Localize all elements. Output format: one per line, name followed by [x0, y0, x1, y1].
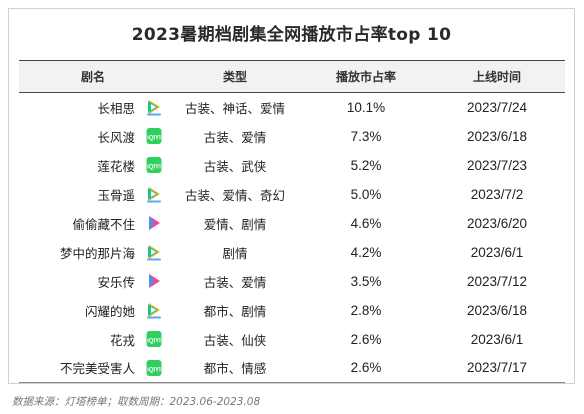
iqiyi-icon: iQIYI	[146, 156, 162, 174]
iqiyi-icon: iQIYI	[146, 330, 162, 348]
play-share: 10.1%	[346, 99, 386, 115]
table-row: 长相思 古装、神话、爱情 10.1% 2023/7/24	[19, 93, 565, 122]
release-date: 2023/6/1	[470, 331, 524, 347]
table-row: 莲花楼 iQIYI 古装、武侠 5.2% 2023/7/23	[19, 151, 565, 180]
drama-name: 长风渡	[97, 129, 135, 145]
iqiyi-icon: iQIYI	[146, 359, 162, 377]
play-share: 2.8%	[350, 302, 382, 318]
svg-text:iQIYI: iQIYI	[147, 367, 161, 373]
table-row: 不完美受害人 iQIYI 都市、情感 2.6% 2023/7/17	[19, 353, 566, 383]
drama-genre: 古装、爱情、奇幻	[185, 187, 286, 203]
data-source-note: 数据来源：灯塔榜单；取数周期：2023.06-2023.08	[12, 396, 261, 408]
chart-frame: 2023暑期档剧集全网播放市占率top 10 剧名 类型 播放市占率 上线时间 …	[8, 8, 575, 384]
release-date: 2023/7/23	[466, 157, 528, 173]
tencent-video-icon	[146, 243, 162, 261]
release-date: 2023/7/17	[429, 353, 566, 383]
release-date: 2023/7/24	[466, 99, 528, 115]
ranking-table: 剧名 类型 播放市占率 上线时间 长相思 古装、神话、爱情 10.1% 2023/7/…	[19, 60, 566, 383]
drama-genre: 剧情	[222, 245, 248, 261]
table-row: 闪耀的她 都市、剧情 2.8% 2023/6/18	[19, 296, 565, 325]
drama-name: 玉骨遥	[97, 187, 135, 203]
svg-text:iQIYI: iQIYI	[147, 135, 161, 141]
header-genre: 类型	[167, 60, 304, 93]
play-share: 7.3%	[350, 128, 382, 144]
youku-icon	[146, 214, 162, 232]
svg-text:iQIYI: iQIYI	[147, 164, 161, 170]
play-share: 2.6%	[350, 331, 382, 347]
table-body: 长相思 古装、神话、爱情 10.1% 2023/7/24 长风渡 iQIYI 古装、爱情 7.…	[19, 93, 566, 383]
table-row: 花戎 iQIYI 古装、仙侠 2.6% 2023/6/1	[19, 325, 565, 354]
drama-genre: 都市、情感	[167, 353, 304, 383]
drama-genre: 爱情、剧情	[203, 216, 267, 232]
header-name: 剧名	[19, 60, 168, 93]
release-date: 2023/7/2	[470, 186, 524, 202]
drama-name: 偷偷藏不住	[72, 216, 135, 232]
play-share: 2.6%	[303, 353, 430, 383]
tencent-video-icon	[146, 98, 162, 116]
table-row: 长风渡 iQIYI 古装、爱情 7.3% 2023/6/18	[19, 122, 565, 151]
header-share: 播放市占率	[303, 60, 430, 93]
play-share: 3.5%	[350, 273, 382, 289]
play-share: 5.2%	[350, 157, 382, 173]
table-header-row: 剧名 类型 播放市占率 上线时间	[19, 60, 566, 93]
table-row: 玉骨遥 古装、爱情、奇幻 5.0% 2023/7/2	[19, 180, 565, 209]
drama-genre: 都市、剧情	[203, 303, 267, 319]
drama-genre: 古装、仙侠	[203, 332, 267, 348]
tencent-video-icon	[146, 301, 162, 319]
play-share: 5.0%	[350, 186, 382, 202]
drama-genre: 古装、神话、爱情	[185, 100, 286, 116]
table-row: 梦中的那片海 剧情 4.2% 2023/6/1	[19, 238, 565, 267]
chart-title: 2023暑期档剧集全网播放市占率top 10	[131, 25, 452, 45]
drama-name: 不完美受害人	[19, 353, 141, 383]
drama-name: 梦中的那片海	[59, 245, 135, 261]
drama-name: 安乐传	[97, 274, 135, 290]
tencent-video-icon	[146, 185, 162, 203]
play-share: 4.2%	[350, 244, 382, 260]
drama-genre: 古装、爱情	[203, 129, 267, 145]
youku-icon	[146, 272, 162, 290]
drama-name: 花戎	[109, 332, 135, 348]
release-date: 2023/6/18	[466, 128, 528, 144]
drama-name: 莲花楼	[97, 158, 135, 174]
drama-genre: 古装、武侠	[203, 158, 267, 174]
release-date: 2023/6/1	[470, 244, 524, 260]
drama-genre: 古装、爱情	[203, 274, 267, 290]
drama-name: 长相思	[97, 100, 135, 116]
svg-text:iQIYI: iQIYI	[147, 338, 161, 344]
release-date: 2023/6/18	[466, 302, 528, 318]
table-row: 偷偷藏不住 爱情、剧情 4.6% 2023/6/20	[19, 209, 565, 238]
iqiyi-icon: iQIYI	[146, 127, 162, 145]
release-date: 2023/6/20	[466, 215, 528, 231]
drama-name: 闪耀的她	[84, 303, 135, 319]
header-date: 上线时间	[429, 60, 566, 93]
table-row: 安乐传 古装、爱情 3.5% 2023/7/12	[19, 267, 565, 296]
play-share: 4.6%	[350, 215, 382, 231]
release-date: 2023/7/12	[466, 273, 528, 289]
